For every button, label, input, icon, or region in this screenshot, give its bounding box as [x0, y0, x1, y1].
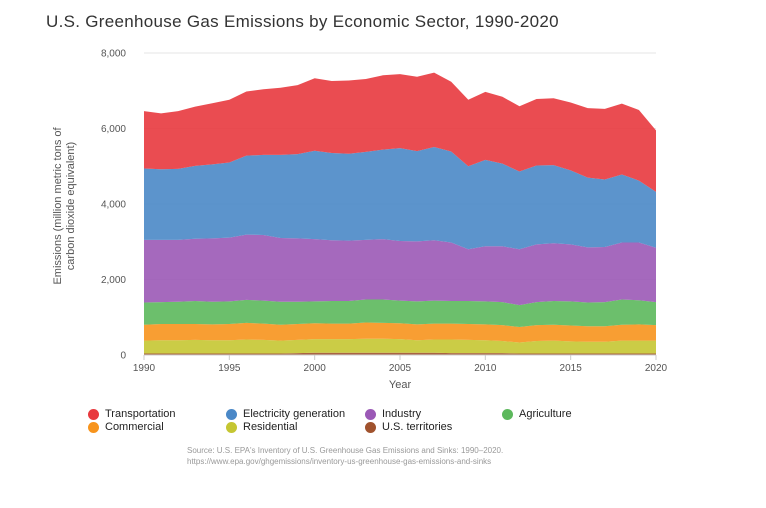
x-axis: 1990 1995 2000 2005 2010 2015 2020: [133, 354, 668, 374]
legend-label: Industry: [382, 408, 422, 420]
area-series: [144, 72, 656, 355]
y-tick-label: 6,000: [101, 124, 126, 135]
legend-marker-icon: [365, 408, 376, 420]
legend-label: Commercial: [105, 421, 164, 433]
area-industry[interactable]: [144, 234, 656, 306]
y-tick-label: 0: [120, 351, 126, 362]
y-axis: 0 2,000 4,000 6,000 8,000: [101, 49, 126, 362]
legend-marker-icon: [365, 421, 376, 433]
legend-item-commercial[interactable]: Commercial: [88, 421, 164, 433]
legend-marker-icon: [88, 421, 99, 433]
source-citation: Source: U.S. EPA's Inventory of U.S. Gre…: [187, 446, 504, 455]
area-u-s-territories[interactable]: [144, 352, 656, 355]
stacked-area-chart: 1990 1995 2000 2005 2010 2015 2020 0 2,000 4,000…: [52, 49, 668, 392]
y-axis-title-line1: Emissions (million metric tons of: [52, 127, 64, 285]
area-commercial[interactable]: [144, 322, 656, 343]
y-tick-label: 4,000: [101, 200, 126, 211]
legend-label: Residential: [243, 421, 298, 433]
area-electricity-generation[interactable]: [144, 147, 656, 250]
y-tick-label: 2,000: [101, 275, 126, 286]
legend-marker-icon: [226, 408, 237, 420]
legend-item-residential[interactable]: Residential: [226, 421, 297, 433]
area-agriculture[interactable]: [144, 299, 656, 328]
legend-item-agriculture[interactable]: Agriculture: [502, 408, 572, 420]
legend-item-electricity-generation[interactable]: Electricity generation: [226, 408, 345, 420]
x-tick-label: 2015: [560, 363, 583, 374]
legend-label: Transportation: [105, 408, 176, 420]
legend-label: Electricity generation: [243, 408, 346, 420]
legend-marker-icon: [502, 408, 513, 420]
x-axis-title: Year: [389, 379, 412, 391]
x-tick-label: 2020: [645, 363, 668, 374]
area-residential[interactable]: [144, 338, 656, 354]
legend-item-u-s-territories[interactable]: U.S. territories: [365, 421, 452, 433]
legend-label: U.S. territories: [382, 421, 453, 433]
x-tick-label: 2005: [389, 363, 412, 374]
y-axis-title-line2: carbon dioxide equivalent): [65, 142, 77, 270]
source-url: https://www.epa.gov/ghgemissions/invento…: [187, 457, 492, 466]
source-note: Source: U.S. EPA's Inventory of U.S. Gre…: [187, 445, 503, 467]
legend-item-industry[interactable]: Industry: [365, 408, 421, 420]
legend-label: Agriculture: [519, 408, 572, 420]
x-tick-label: 2000: [304, 363, 327, 374]
x-tick-label: 2010: [474, 363, 497, 374]
legend-marker-icon: [226, 421, 237, 433]
x-tick-label: 1990: [133, 363, 156, 374]
y-tick-label: 8,000: [101, 49, 126, 60]
chart-title: U.S. Greenhouse Gas Emissions by Economi…: [46, 12, 559, 31]
area-transportation[interactable]: [144, 72, 656, 192]
legend-item-transportation[interactable]: Transportation: [88, 408, 176, 420]
legend-marker-icon: [88, 408, 99, 420]
x-tick-label: 1995: [218, 363, 241, 374]
